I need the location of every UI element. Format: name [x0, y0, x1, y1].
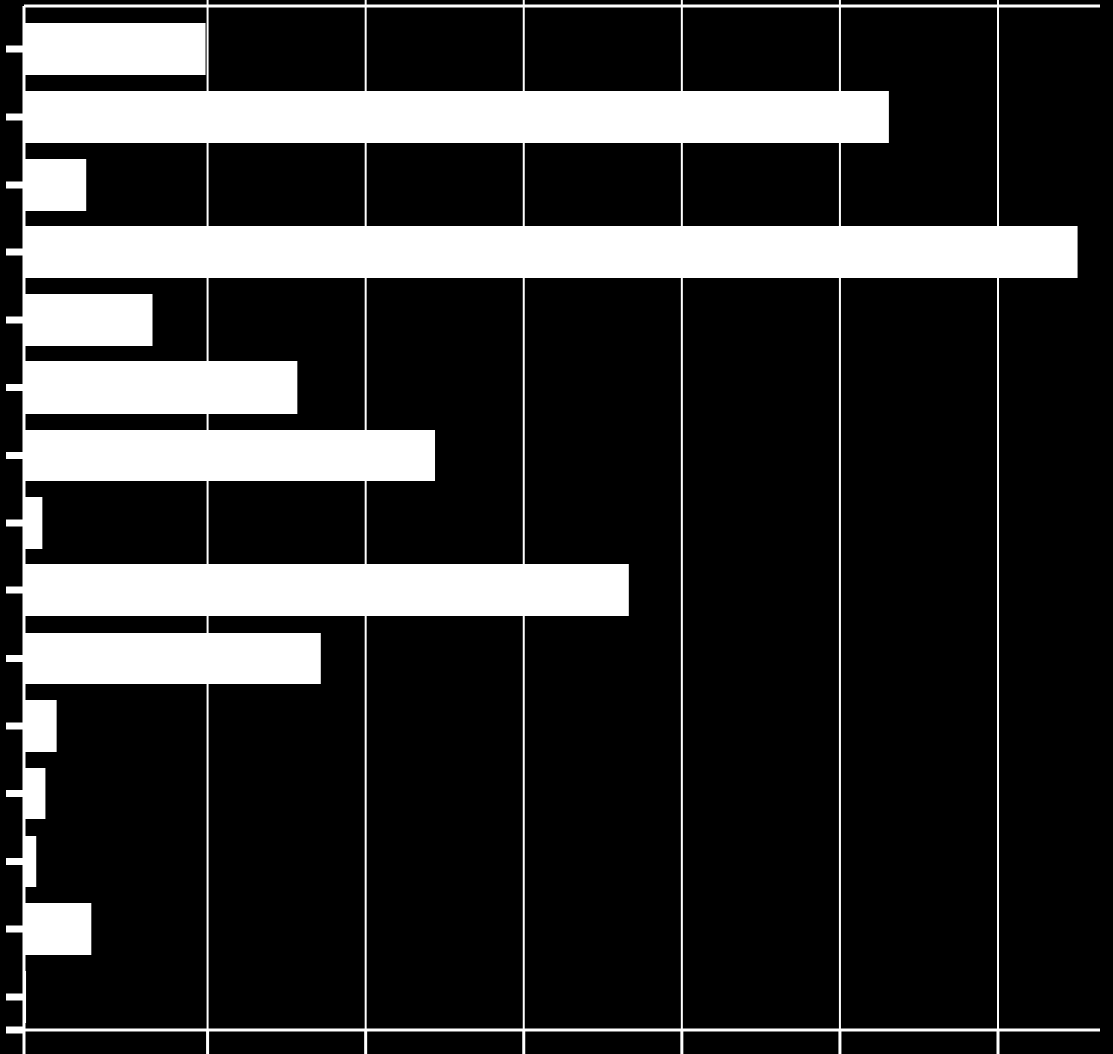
bar-3 — [24, 226, 1078, 278]
chart-background — [0, 0, 1113, 1054]
bar-0 — [24, 23, 206, 75]
bar-5 — [24, 361, 297, 414]
bar-1 — [24, 91, 889, 143]
bar-9 — [24, 633, 321, 684]
bar-12 — [24, 836, 36, 887]
bar-10 — [24, 700, 57, 752]
bar-13 — [24, 903, 91, 955]
bar-11 — [24, 768, 45, 819]
bar-8 — [24, 564, 629, 616]
bar-2 — [24, 159, 86, 211]
bar-4 — [24, 294, 153, 346]
bar-7 — [24, 497, 42, 549]
bar-chart — [0, 0, 1113, 1054]
bar-6 — [24, 430, 435, 481]
